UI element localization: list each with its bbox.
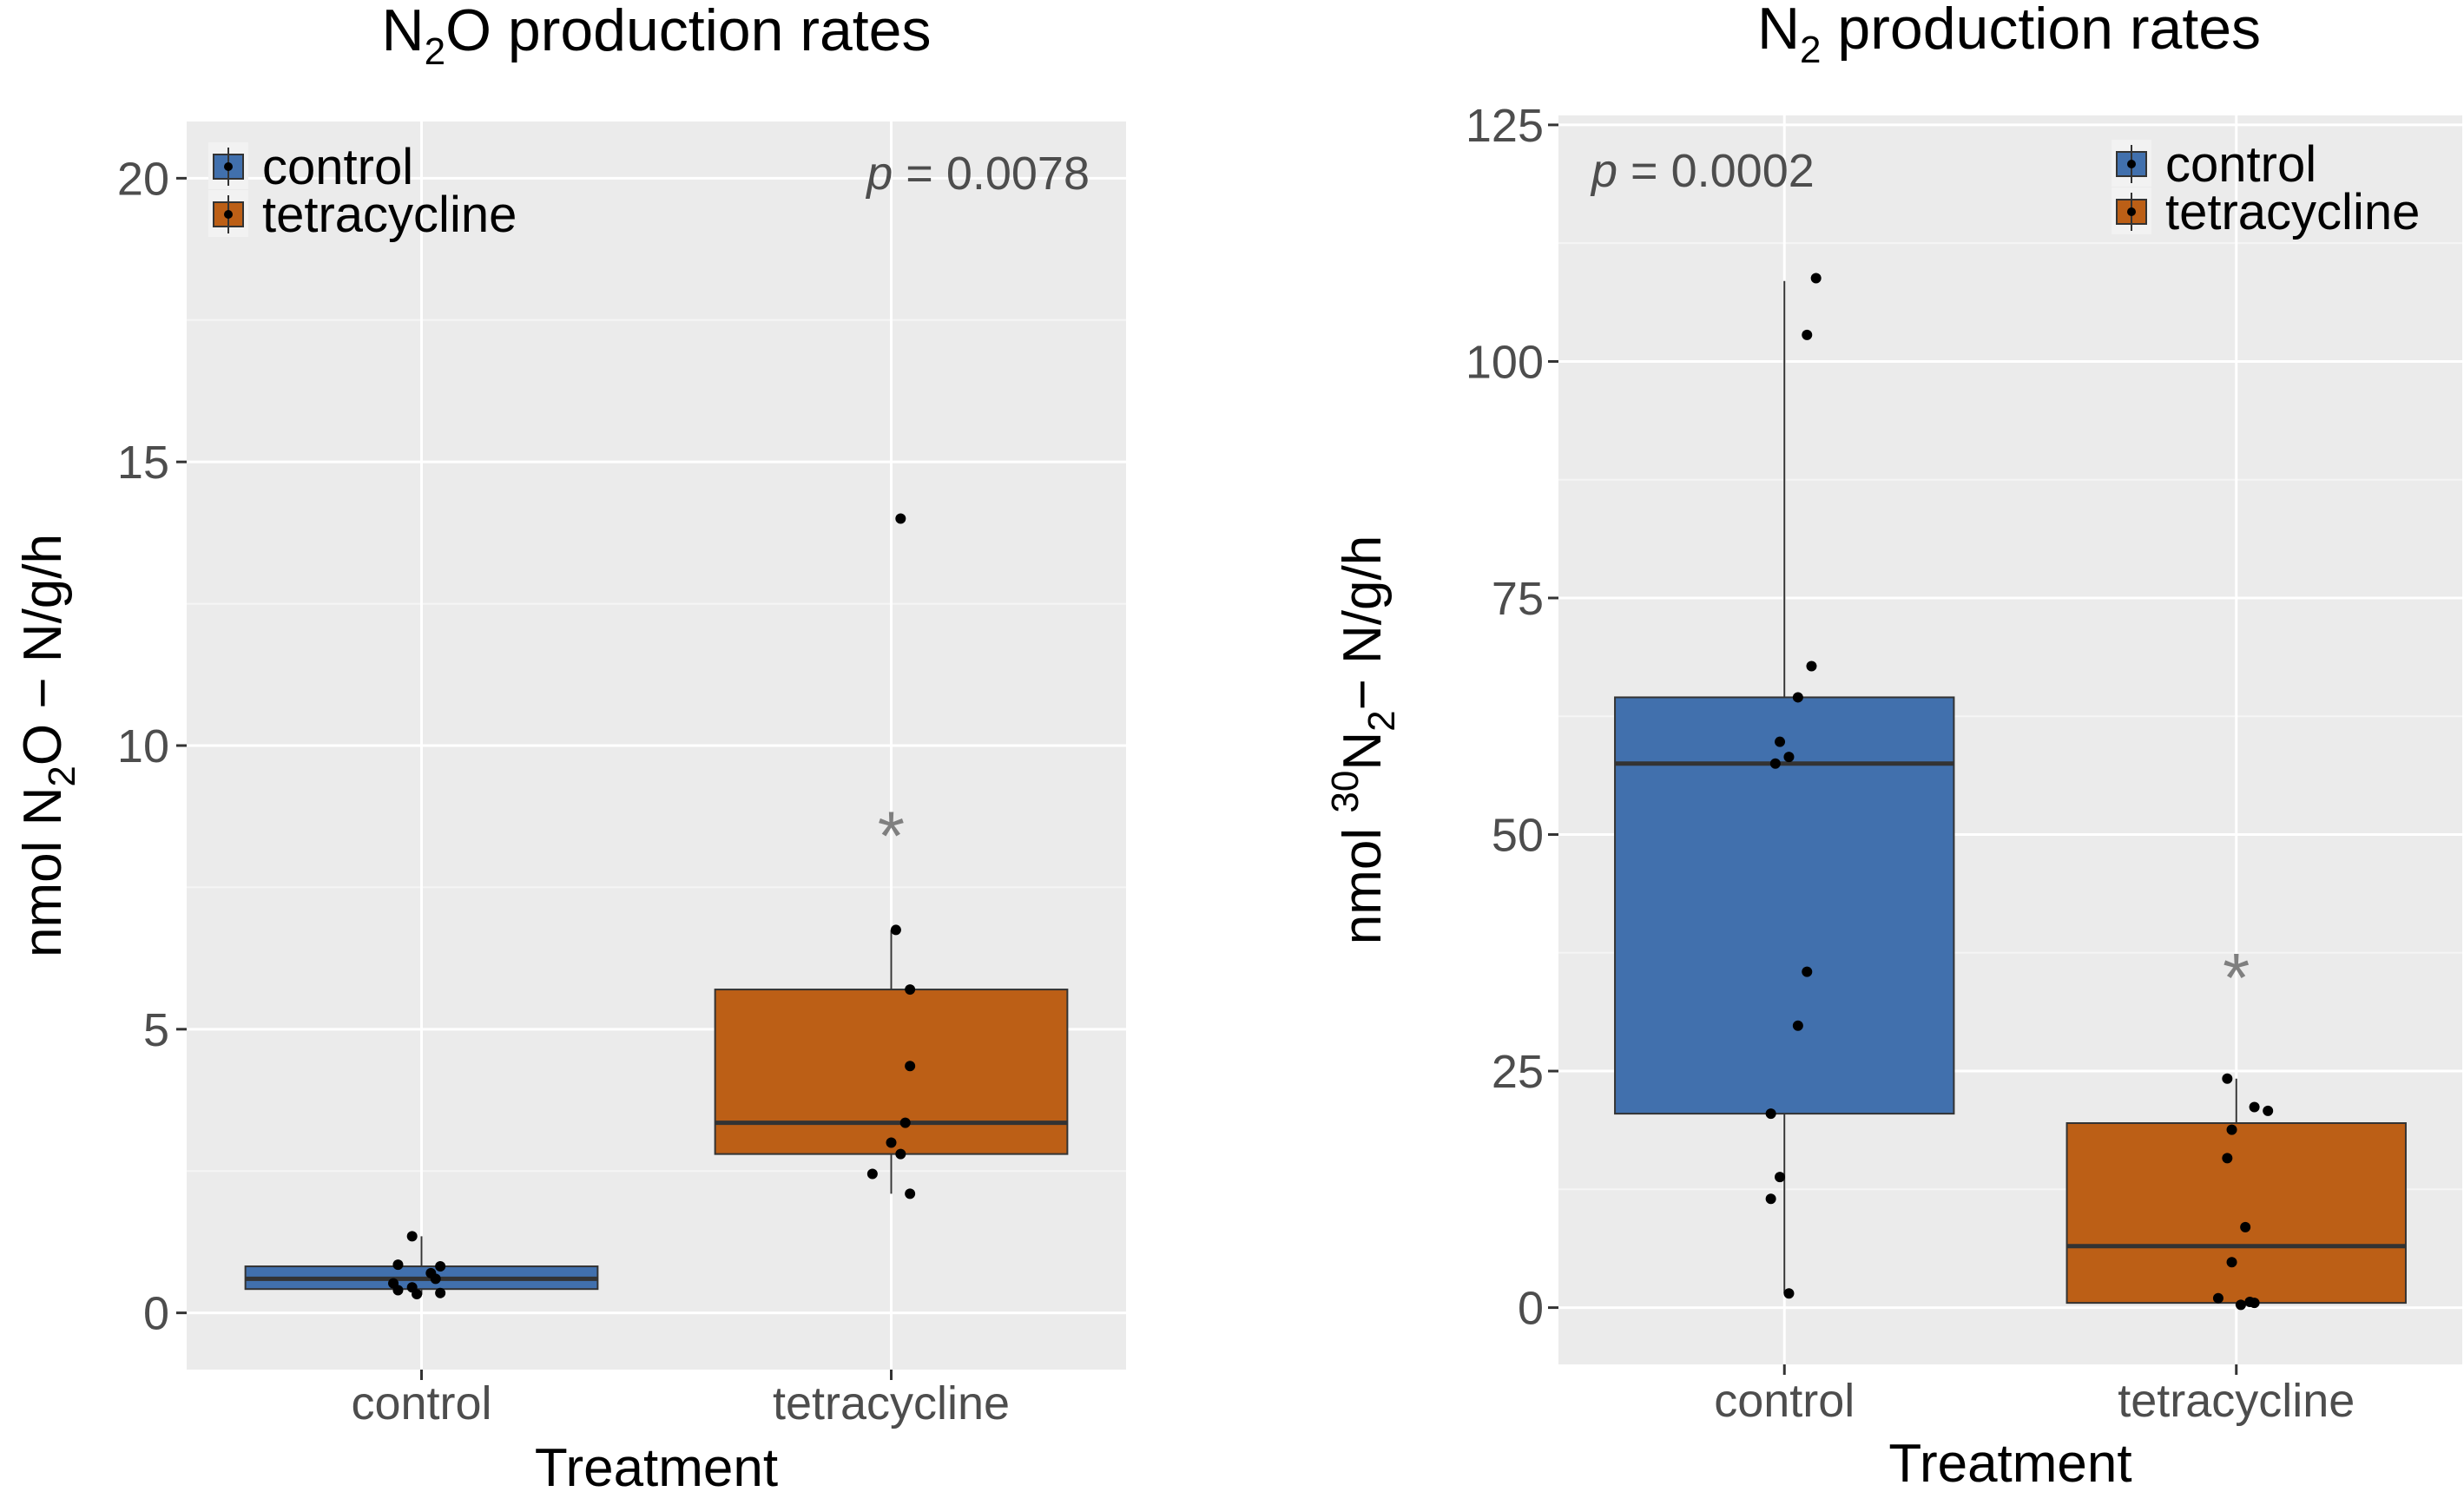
data-point	[435, 1261, 446, 1272]
data-point	[886, 1137, 897, 1148]
legend-label: tetracycline	[2165, 184, 2420, 240]
legend-key-point	[2127, 207, 2136, 216]
data-point	[392, 1285, 404, 1296]
legend-label: control	[262, 139, 413, 195]
data-point	[1765, 1193, 1776, 1205]
data-point	[2240, 1221, 2251, 1232]
box	[714, 989, 1069, 1155]
data-point	[406, 1231, 418, 1242]
data-point	[2235, 1299, 2246, 1311]
series-control	[1614, 273, 1955, 1299]
data-point	[1802, 329, 1813, 340]
y-tick-label: 50	[1492, 810, 1544, 862]
data-point	[899, 1117, 911, 1128]
data-point	[392, 1259, 404, 1271]
y-tick-label: 10	[117, 720, 169, 772]
legend-key-point	[224, 162, 233, 171]
data-point	[1810, 273, 1822, 284]
data-point	[1765, 1108, 1776, 1120]
y-tick-label: 25	[1492, 1046, 1544, 1098]
y-tick-label: 125	[1466, 100, 1544, 152]
y-tick-label: 75	[1492, 573, 1544, 625]
data-point	[866, 1168, 878, 1180]
y-tick-label: 5	[143, 1004, 169, 1056]
data-point	[435, 1287, 446, 1298]
legend-key-point	[2127, 160, 2136, 168]
x-tick-label: tetracycline	[2118, 1375, 2355, 1427]
data-point	[905, 1188, 916, 1199]
y-tick-label: 100	[1466, 336, 1544, 388]
significance-star: *	[2223, 939, 2250, 1016]
data-point	[2249, 1101, 2260, 1113]
x-tick-label: control	[1714, 1375, 1855, 1427]
data-point	[890, 924, 901, 936]
chart-title: N2 production rates	[1757, 0, 2261, 71]
data-point	[2249, 1298, 2260, 1309]
x-axis-title: Treatment	[1888, 1434, 2131, 1494]
data-point	[1806, 660, 1817, 672]
box	[2065, 1122, 2407, 1305]
y-tick-label: 0	[1518, 1283, 1544, 1335]
y-tick-label: 20	[117, 153, 169, 205]
x-axis-title: Treatment	[535, 1438, 778, 1498]
data-point	[2226, 1124, 2237, 1135]
data-point	[1792, 1020, 1803, 1031]
data-point	[1775, 1172, 1786, 1183]
data-point	[1775, 736, 1786, 747]
y-axis-title: nmol N2O − N/g/h	[13, 534, 83, 957]
x-tick-label: tetracycline	[773, 1377, 1010, 1429]
y-tick-label: 15	[117, 437, 169, 489]
data-point	[1792, 692, 1803, 703]
legend-label: tetracycline	[262, 187, 517, 243]
data-point	[905, 984, 916, 996]
data-point	[2222, 1073, 2233, 1084]
chart-title: N2O production rates	[382, 0, 932, 73]
y-axis-title: nmol 30N2− N/g/h	[1324, 536, 1403, 944]
data-point	[1769, 758, 1781, 769]
data-point	[2263, 1105, 2274, 1116]
data-point	[1783, 752, 1795, 763]
data-point	[412, 1289, 423, 1300]
data-point	[905, 1061, 916, 1072]
data-point	[1783, 1288, 1795, 1299]
series-tetracycline	[2065, 1073, 2407, 1311]
y-tick-label: 0	[143, 1288, 169, 1340]
series-control	[244, 1231, 599, 1300]
data-point	[430, 1273, 441, 1285]
legend-key-point	[224, 210, 233, 219]
data-point	[1802, 966, 1813, 977]
data-point	[895, 1148, 906, 1160]
p-value: p = 0.0078	[865, 148, 1090, 200]
data-point	[2226, 1257, 2237, 1268]
data-point	[895, 513, 906, 524]
significance-star: *	[878, 798, 905, 875]
legend-label: control	[2165, 136, 2316, 193]
x-tick-label: control	[351, 1377, 491, 1429]
box	[1614, 696, 1955, 1115]
p-value: p = 0.0002	[1590, 145, 1815, 197]
series-tetracycline	[714, 513, 1069, 1199]
data-point	[2222, 1153, 2233, 1164]
data-point	[2212, 1292, 2224, 1304]
